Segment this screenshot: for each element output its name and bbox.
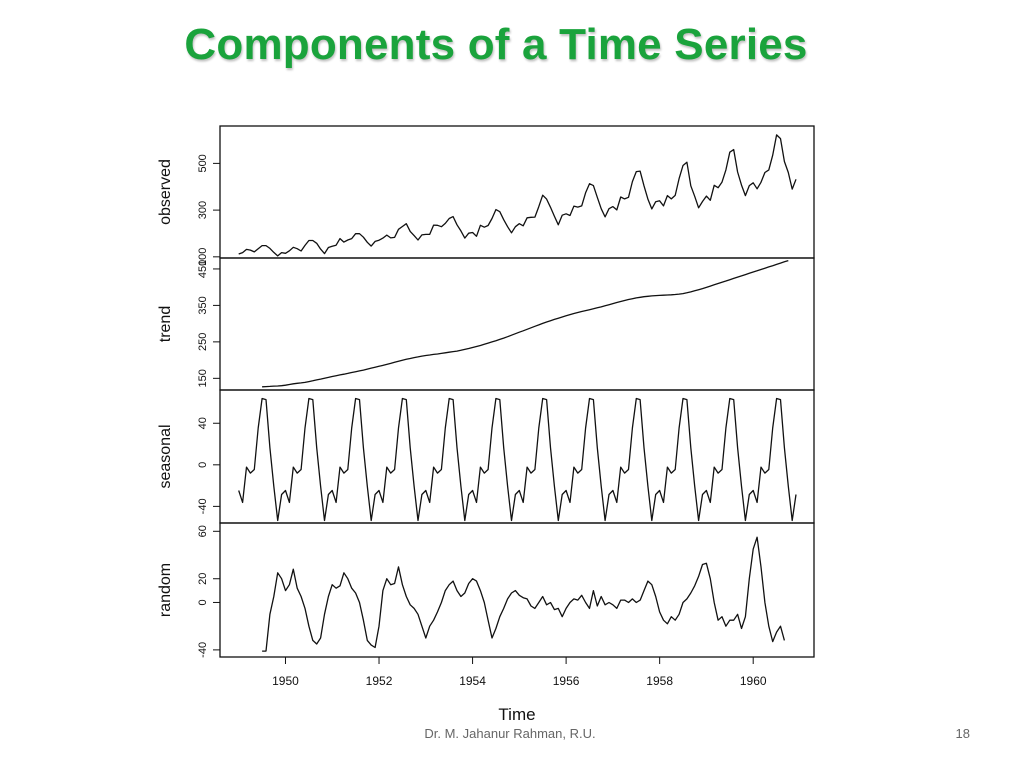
random-y-axis-label: random xyxy=(157,563,174,617)
x-tick-label: 1960 xyxy=(740,674,767,688)
x-tick-label: 1956 xyxy=(553,674,580,688)
trend-series-line xyxy=(262,259,789,388)
observed-panel-frame xyxy=(219,125,815,259)
x-tick-label: 1952 xyxy=(366,674,393,688)
x-tick-label: 1958 xyxy=(646,674,673,688)
slide-title: Components of a Time Series xyxy=(184,20,808,69)
random-y-tick-label: -40 xyxy=(197,642,209,658)
footer-author: Dr. M. Jahanur Rahman, R.U. xyxy=(424,726,596,741)
x-tick-label: 1954 xyxy=(459,674,486,688)
trend-y-tick-label: 450 xyxy=(197,260,209,278)
observed-y-tick-label: 100 xyxy=(197,248,209,266)
random-panel-frame xyxy=(219,522,815,658)
panel-random: -40 0 20 60 random xyxy=(157,522,815,658)
trend-panel-frame xyxy=(219,257,815,391)
seasonal-y-axis-label: seasonal xyxy=(157,424,174,488)
page-number: 18 xyxy=(955,726,970,741)
panel-trend: 150 250 350 450 trend xyxy=(157,257,815,391)
panel-seasonal: -40 0 40 seasonal xyxy=(157,389,815,524)
trend-y-tick-label: 250 xyxy=(197,333,209,351)
random-y-tick-label: 0 xyxy=(197,599,209,605)
observed-y-tick-label: 300 xyxy=(197,201,209,219)
x-tick-label: 1950 xyxy=(272,674,299,688)
trend-y-tick-label: 350 xyxy=(197,296,209,314)
random-series-line xyxy=(262,536,786,652)
seasonal-series-line xyxy=(238,397,797,522)
trend-y-axis-label: trend xyxy=(157,306,174,342)
seasonal-y-tick-label: 40 xyxy=(197,417,209,429)
observed-y-axis-label: observed xyxy=(157,159,174,225)
seasonal-y-tick-label: -40 xyxy=(197,498,209,514)
panel-observed: 100 300 500 observed xyxy=(157,125,815,266)
observed-series-line xyxy=(238,134,797,257)
random-y-tick-label: 20 xyxy=(197,573,209,585)
seasonal-panel-frame xyxy=(219,389,815,524)
trend-y-tick-label: 150 xyxy=(197,369,209,387)
observed-y-tick-label: 500 xyxy=(197,154,209,172)
random-y-tick-label: 60 xyxy=(197,525,209,537)
x-axis-label: Time xyxy=(498,705,535,724)
seasonal-y-tick-label: 0 xyxy=(197,462,209,468)
